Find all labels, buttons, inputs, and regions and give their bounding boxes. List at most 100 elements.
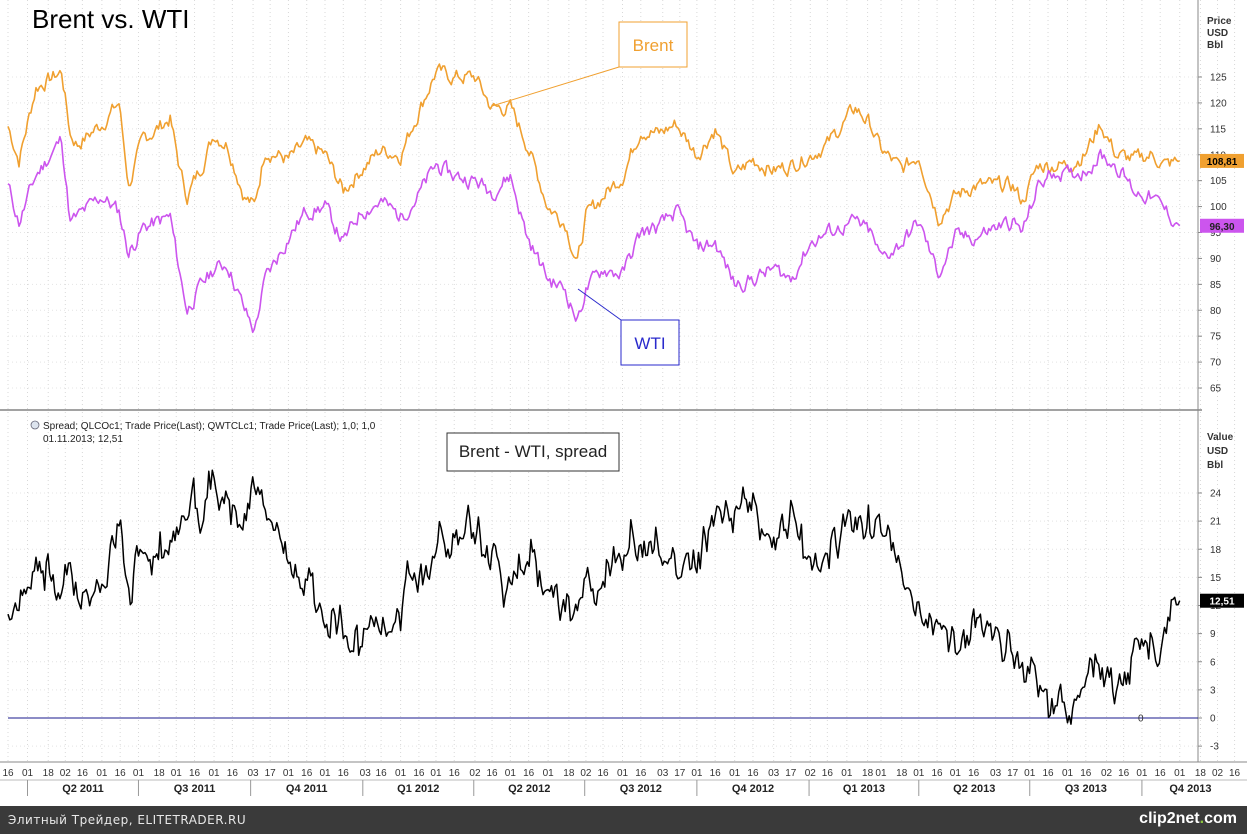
x-tick-label: 16 <box>968 768 980 779</box>
x-tick-label: 18 <box>563 768 575 779</box>
grid <box>7 0 1236 762</box>
x-tick-label: 02 <box>1212 768 1224 779</box>
watermark-main: clip2net <box>1139 810 1200 827</box>
x-tick-label: 18 <box>896 768 908 779</box>
quarter-label: Q1 2012 <box>397 783 439 795</box>
x-tick-label: 16 <box>523 768 535 779</box>
x-tick-label: 01 <box>283 768 295 779</box>
x-tick-label: 01 <box>1136 768 1148 779</box>
x-tick-label: 02 <box>580 768 592 779</box>
x-tick-label: 16 <box>189 768 201 779</box>
bottom-axis-unit: Value <box>1207 432 1234 443</box>
x-tick-label: 01 <box>171 768 183 779</box>
x-tick-label: 17 <box>265 768 277 779</box>
y-tick-label: 90 <box>1210 254 1222 265</box>
brent-last-value-tag <box>1200 153 1244 168</box>
x-tick-label: 01 <box>395 768 407 779</box>
y-tick-label: 15 <box>1210 573 1222 584</box>
brent-callout-box <box>618 21 688 68</box>
wti-callout-text: WTI <box>634 334 665 353</box>
brent-callout-leader <box>491 66 620 107</box>
spread-last-value-tag <box>1200 593 1244 608</box>
y-tick-label: 21 <box>1210 517 1222 528</box>
quarter-label: Q4 2012 <box>732 783 774 795</box>
top-axis-unit: Price <box>1207 16 1232 27</box>
x-tick-label: 16 <box>1118 768 1130 779</box>
x-tick-label: 01 <box>543 768 555 779</box>
x-tick-label: 01 <box>505 768 517 779</box>
x-tick-label: 16 <box>710 768 722 779</box>
footer-source-text: Элитный Трейдер, ELITETRADER.RU <box>8 813 247 827</box>
y-tick-label: -3 <box>1210 742 1219 753</box>
quarter-label: Q4 2011 <box>286 783 328 795</box>
x-tick-label: 16 <box>115 768 127 779</box>
x-tick-label: 01 <box>430 768 442 779</box>
top-axis-unit: Bbl <box>1207 40 1223 51</box>
y-tick-label: 120 <box>1210 98 1227 109</box>
spread-callout-text: Brent - WTI, spread <box>459 442 607 461</box>
quarter-label: Q2 2011 <box>62 783 104 795</box>
y-tick-label: 65 <box>1210 384 1222 395</box>
x-tick-label: 16 <box>227 768 239 779</box>
bottom-axis-unit: Bbl <box>1207 460 1223 471</box>
wti-last-value-tag <box>1200 218 1244 233</box>
spread-series-line <box>7 469 1181 725</box>
x-tick-label: 17 <box>674 768 686 779</box>
x-tick-label: 16 <box>77 768 89 779</box>
y-tick-label: 0 <box>1210 714 1216 725</box>
quarter-label: Q1 2013 <box>843 783 885 795</box>
wti-callout-leader <box>577 288 622 321</box>
y-tick-label: 6 <box>1210 657 1216 668</box>
quarter-label: Q2 2013 <box>953 783 995 795</box>
x-tick-label: 18 <box>862 768 874 779</box>
spread-info-line: 01.11.2013; 12,51 <box>43 434 123 445</box>
x-tick-label: 16 <box>413 768 425 779</box>
quarter-label: Q2 2012 <box>508 783 550 795</box>
brent-callout-text: Brent <box>633 36 674 55</box>
y-tick-label: 115 <box>1210 124 1226 135</box>
x-tick-label: 16 <box>2 768 14 779</box>
y-tick-label: 85 <box>1210 280 1222 291</box>
zero-line-label: 0 <box>1138 714 1144 725</box>
axis-frame <box>0 0 1247 796</box>
y-tick-label: 9 <box>1210 629 1216 640</box>
x-tick-label: 16 <box>449 768 461 779</box>
y-tick-label: 105 <box>1210 176 1227 187</box>
x-tick-label: 16 <box>747 768 759 779</box>
x-tick-label: 03 <box>990 768 1002 779</box>
x-tick-label: 01 <box>22 768 34 779</box>
brent-series-line <box>7 63 1180 259</box>
x-tick-label: 16 <box>597 768 609 779</box>
x-tick-label: 01 <box>841 768 853 779</box>
x-tick-label: 16 <box>486 768 498 779</box>
x-tick-label: 01 <box>1062 768 1074 779</box>
spread-legend-info: Spread; QLCOc1; Trade Price(Last); QWTCL… <box>43 421 376 432</box>
series-layer <box>7 63 1198 725</box>
x-tick-label: 18 <box>1195 768 1207 779</box>
top-axis-unit: USD <box>1207 28 1228 39</box>
x-tick-label: 01 <box>1174 768 1186 779</box>
x-tick-label: 03 <box>768 768 780 779</box>
legend-toggle-icon[interactable] <box>30 420 40 430</box>
chart-canvas: 16 01 18 02 16 01 16 01 18 01 16 01 16 03 17 01 16 01 16 03… <box>0 0 1247 806</box>
x-tick-label: 18 <box>43 768 55 779</box>
x-tick-label: 16 <box>635 768 647 779</box>
x-tick-label: 02 <box>1101 768 1113 779</box>
x-tick-label: 01 <box>1024 768 1036 779</box>
brent-last-value-tag-label: 108,81 <box>1207 157 1238 168</box>
quarter-label: Q4 2013 <box>1169 783 1211 795</box>
x-tick-label: 01 <box>691 768 703 779</box>
y-tick-label: 70 <box>1210 358 1222 369</box>
x-tick-label: 02 <box>805 768 817 779</box>
x-tick-label: 16 <box>376 768 388 779</box>
spread-last-value-tag-label: 12,51 <box>1209 597 1234 608</box>
clip2net-watermark: clip2net.com <box>1139 810 1237 828</box>
x-tick-label: 01 <box>208 768 220 779</box>
chart-title: Brent vs. WTI <box>32 4 189 34</box>
chart-background <box>0 0 1247 806</box>
x-tick-label: 01 <box>133 768 145 779</box>
quarter-label: Q3 2012 <box>620 783 662 795</box>
x-tick-label: 16 <box>932 768 944 779</box>
x-tick-label: 01 <box>875 768 887 779</box>
x-tick-label: 18 <box>154 768 166 779</box>
